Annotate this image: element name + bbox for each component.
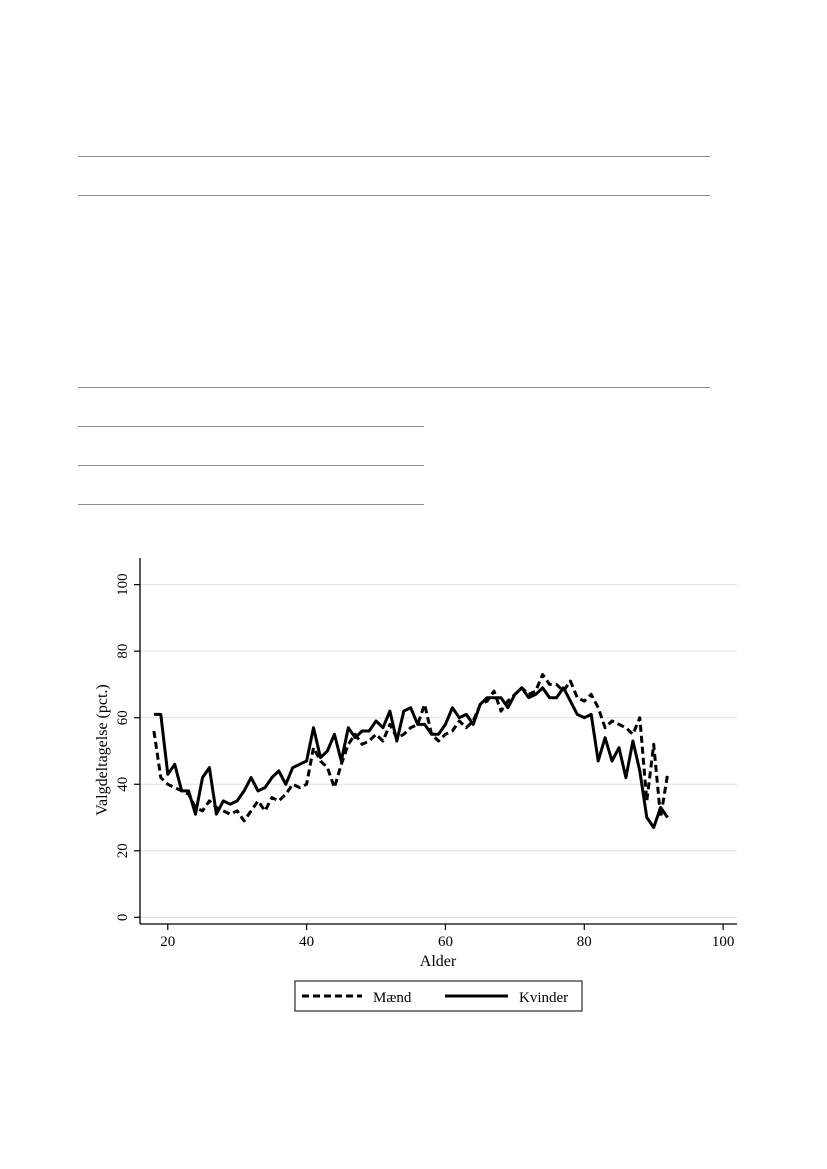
y-tick-label-60: 60 [115, 710, 131, 725]
x-tick-label-80: 80 [577, 934, 592, 950]
series-layer [152, 673, 670, 829]
y-tick-label-80: 80 [115, 644, 131, 659]
page-rule [78, 195, 710, 196]
legend-label-kvinder: Kvinder [519, 990, 568, 1006]
y-ticks: 0 20 40 60 80 100 [115, 573, 140, 921]
y-tick-label-40: 40 [115, 777, 131, 792]
x-axis-title: Alder [420, 953, 457, 970]
y-axis-title: Valgdeltagelse (pct.) [94, 684, 111, 816]
x-tick-label-100: 100 [712, 934, 735, 950]
x-tick-label-60: 60 [438, 934, 453, 950]
legend: Mænd Kvinder [294, 980, 583, 1012]
page-rule [78, 426, 424, 427]
series-line-kvinder [153, 686, 669, 829]
legend-box [294, 980, 583, 1012]
page-rule [78, 504, 424, 505]
x-tick-label-40: 40 [299, 934, 314, 950]
x-tick-label-20: 20 [160, 934, 175, 950]
gridlines [140, 584, 737, 918]
page-rule [78, 387, 710, 388]
axes [139, 558, 737, 925]
page-rule [78, 156, 710, 157]
y-tick-label-20: 20 [115, 843, 131, 858]
y-tick-label-100: 100 [115, 573, 131, 596]
page-rule [78, 465, 424, 466]
x-ticks: 20 40 60 80 100 [160, 924, 734, 950]
legend-label-maend: Mænd [373, 990, 412, 1006]
series-line-mænd [152, 673, 670, 823]
y-tick-label-0: 0 [115, 914, 131, 922]
